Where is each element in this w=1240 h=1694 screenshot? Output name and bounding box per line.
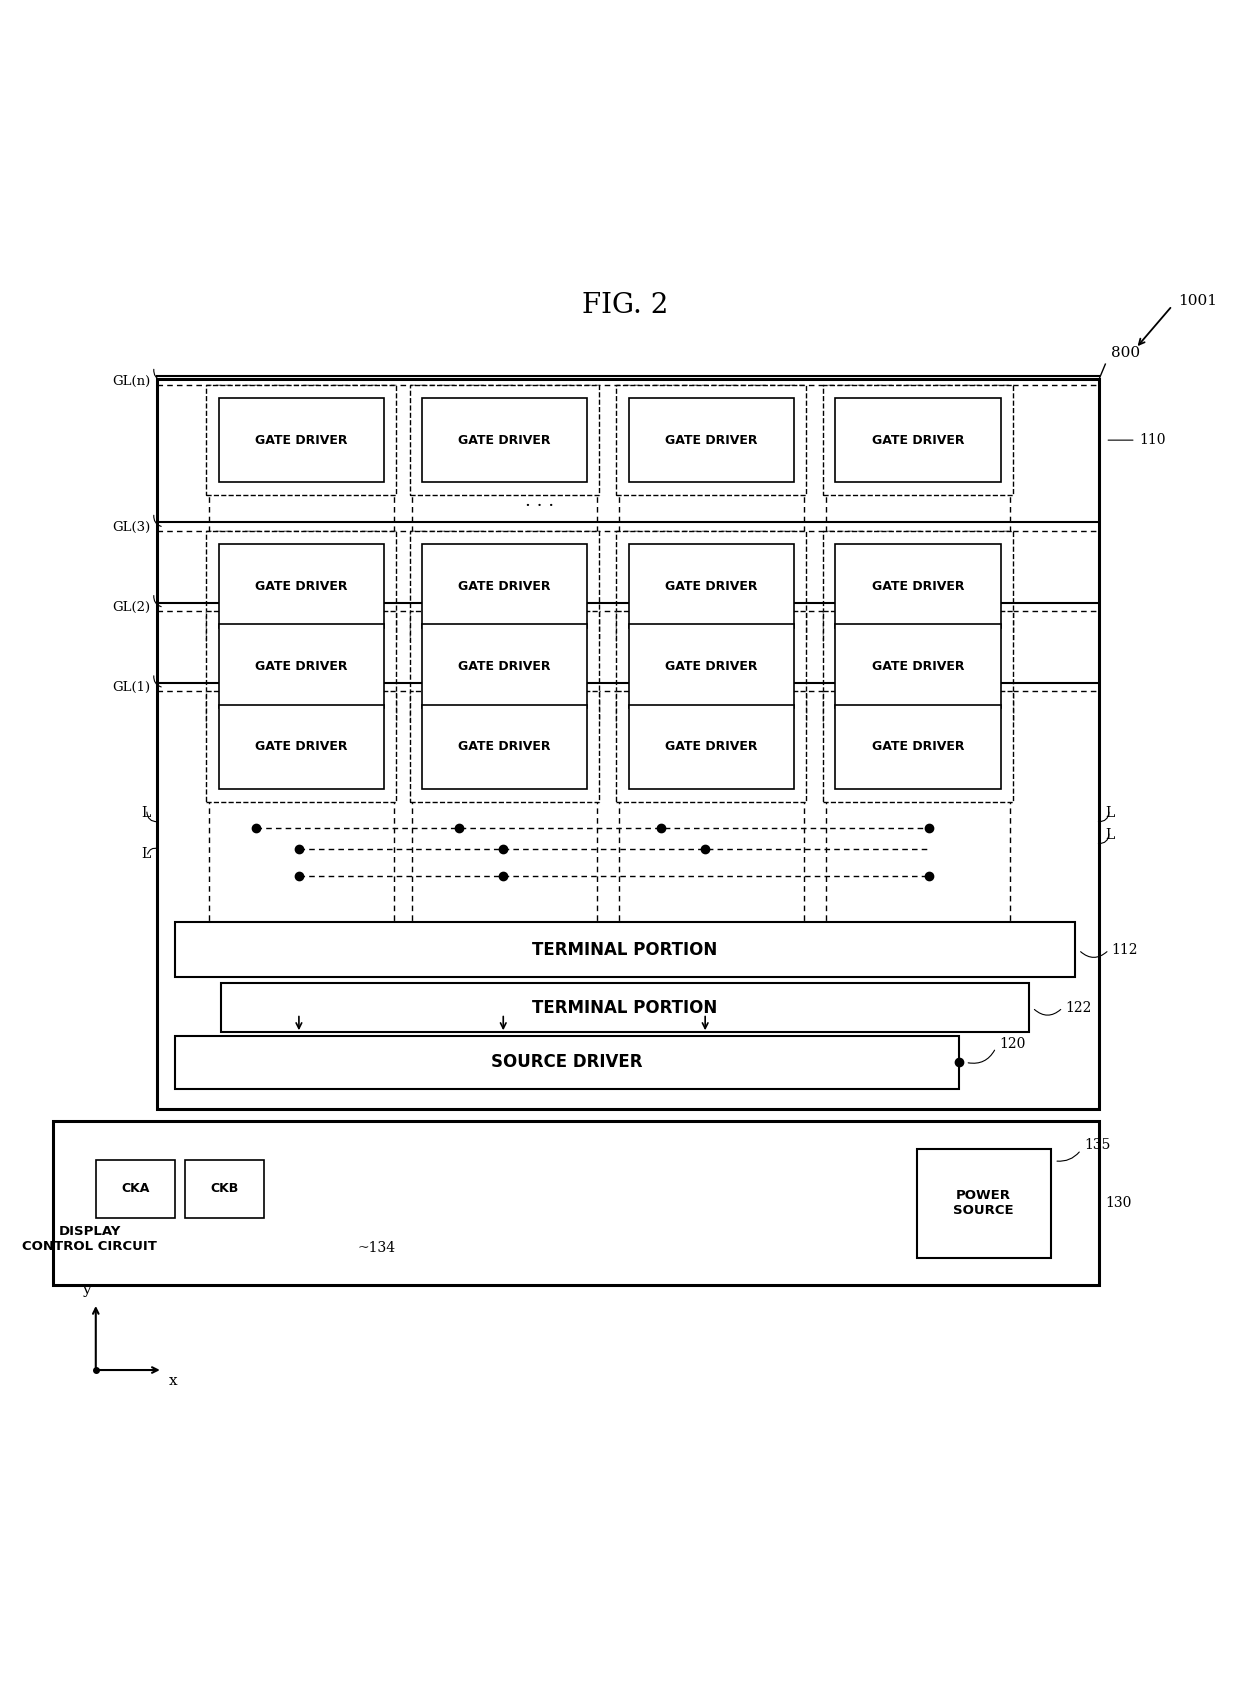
Bar bbox=[207, 530, 397, 642]
Text: GL(2): GL(2) bbox=[113, 601, 150, 613]
Text: 112: 112 bbox=[1111, 944, 1138, 957]
Text: 130: 130 bbox=[1105, 1196, 1132, 1210]
Text: GATE DRIVER: GATE DRIVER bbox=[665, 740, 758, 754]
Bar bbox=[409, 385, 599, 495]
Text: GATE DRIVER: GATE DRIVER bbox=[459, 434, 551, 447]
Text: GL(3): GL(3) bbox=[113, 520, 150, 534]
Bar bbox=[207, 691, 397, 801]
Bar bbox=[409, 530, 599, 642]
Text: TERMINAL PORTION: TERMINAL PORTION bbox=[532, 998, 718, 1016]
Text: GATE DRIVER: GATE DRIVER bbox=[872, 740, 965, 754]
Text: SOURCE DRIVER: SOURCE DRIVER bbox=[491, 1054, 642, 1071]
Text: 1001: 1001 bbox=[1178, 293, 1218, 308]
Text: L: L bbox=[1105, 806, 1115, 820]
Bar bbox=[916, 1149, 1050, 1259]
Text: L: L bbox=[141, 847, 150, 861]
Bar bbox=[836, 625, 1001, 708]
Bar bbox=[175, 1035, 960, 1089]
Bar bbox=[207, 385, 397, 495]
Bar bbox=[218, 705, 384, 789]
Text: GATE DRIVER: GATE DRIVER bbox=[255, 740, 347, 754]
Bar bbox=[823, 385, 1013, 495]
Bar bbox=[53, 1121, 1099, 1284]
Bar bbox=[422, 625, 588, 708]
Bar bbox=[616, 530, 806, 642]
Bar bbox=[185, 1160, 264, 1218]
Text: GATE DRIVER: GATE DRIVER bbox=[459, 661, 551, 673]
Text: x: x bbox=[169, 1374, 177, 1387]
Bar bbox=[221, 983, 1029, 1032]
Text: GATE DRIVER: GATE DRIVER bbox=[255, 434, 347, 447]
Bar bbox=[616, 612, 806, 722]
Text: y: y bbox=[82, 1282, 91, 1298]
Bar bbox=[156, 379, 1099, 1108]
Text: GL(1): GL(1) bbox=[113, 681, 150, 695]
Bar bbox=[422, 705, 588, 789]
Text: GATE DRIVER: GATE DRIVER bbox=[255, 579, 347, 593]
Text: GATE DRIVER: GATE DRIVER bbox=[665, 434, 758, 447]
Text: L: L bbox=[1105, 828, 1115, 842]
Text: POWER
SOURCE: POWER SOURCE bbox=[954, 1189, 1014, 1218]
Text: ~134: ~134 bbox=[357, 1242, 396, 1255]
Text: GATE DRIVER: GATE DRIVER bbox=[459, 579, 551, 593]
Bar bbox=[629, 398, 794, 483]
Text: GATE DRIVER: GATE DRIVER bbox=[665, 661, 758, 673]
Bar bbox=[836, 544, 1001, 628]
Bar bbox=[629, 625, 794, 708]
Bar bbox=[616, 691, 806, 801]
Text: CKB: CKB bbox=[210, 1182, 238, 1196]
Bar bbox=[836, 705, 1001, 789]
Bar bbox=[218, 398, 384, 483]
Text: GATE DRIVER: GATE DRIVER bbox=[872, 661, 965, 673]
Text: DISPLAY
CONTROL CIRCUIT: DISPLAY CONTROL CIRCUIT bbox=[22, 1225, 157, 1252]
Text: GATE DRIVER: GATE DRIVER bbox=[459, 740, 551, 754]
Bar bbox=[422, 544, 588, 628]
Bar bbox=[823, 691, 1013, 801]
Text: 800: 800 bbox=[1111, 347, 1141, 361]
Bar bbox=[95, 1160, 175, 1218]
Bar bbox=[823, 530, 1013, 642]
Bar bbox=[218, 544, 384, 628]
Bar bbox=[218, 625, 384, 708]
Text: 135: 135 bbox=[1085, 1138, 1111, 1152]
Text: GL(n): GL(n) bbox=[113, 374, 150, 388]
Text: TERMINAL PORTION: TERMINAL PORTION bbox=[532, 940, 718, 959]
Bar bbox=[207, 612, 397, 722]
Text: . . .: . . . bbox=[526, 491, 554, 510]
Text: GATE DRIVER: GATE DRIVER bbox=[255, 661, 347, 673]
Bar bbox=[422, 398, 588, 483]
Text: GATE DRIVER: GATE DRIVER bbox=[872, 434, 965, 447]
Bar bbox=[409, 691, 599, 801]
Bar bbox=[616, 385, 806, 495]
Text: 110: 110 bbox=[1140, 434, 1166, 447]
Bar bbox=[823, 612, 1013, 722]
Text: 122: 122 bbox=[1065, 1001, 1091, 1015]
Bar bbox=[409, 612, 599, 722]
Text: CKA: CKA bbox=[122, 1182, 150, 1196]
Bar bbox=[629, 705, 794, 789]
Text: L: L bbox=[141, 806, 150, 820]
Bar bbox=[629, 544, 794, 628]
Text: FIG. 2: FIG. 2 bbox=[582, 293, 668, 318]
Text: GATE DRIVER: GATE DRIVER bbox=[665, 579, 758, 593]
Text: GATE DRIVER: GATE DRIVER bbox=[872, 579, 965, 593]
Bar bbox=[836, 398, 1001, 483]
Text: 120: 120 bbox=[999, 1037, 1025, 1050]
Bar bbox=[175, 923, 1075, 977]
